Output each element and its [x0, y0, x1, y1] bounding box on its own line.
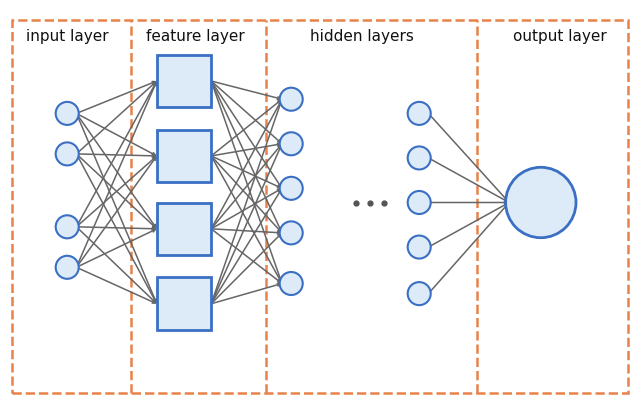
Bar: [157, 130, 211, 182]
Text: input layer: input layer: [26, 29, 109, 44]
Ellipse shape: [56, 143, 79, 165]
Bar: [157, 202, 211, 255]
Text: output layer: output layer: [513, 29, 607, 44]
Text: hidden layers: hidden layers: [310, 29, 413, 44]
Ellipse shape: [408, 102, 431, 125]
Ellipse shape: [56, 256, 79, 279]
Ellipse shape: [408, 236, 431, 258]
Bar: [157, 277, 211, 330]
Ellipse shape: [56, 102, 79, 125]
Ellipse shape: [280, 222, 303, 244]
Ellipse shape: [408, 282, 431, 305]
Ellipse shape: [408, 191, 431, 214]
Ellipse shape: [280, 177, 303, 200]
Ellipse shape: [408, 147, 431, 169]
Ellipse shape: [280, 272, 303, 295]
Bar: [157, 55, 211, 107]
Ellipse shape: [506, 167, 576, 238]
Ellipse shape: [56, 215, 79, 238]
Text: feature layer: feature layer: [146, 29, 244, 44]
Ellipse shape: [280, 132, 303, 155]
Ellipse shape: [280, 88, 303, 111]
